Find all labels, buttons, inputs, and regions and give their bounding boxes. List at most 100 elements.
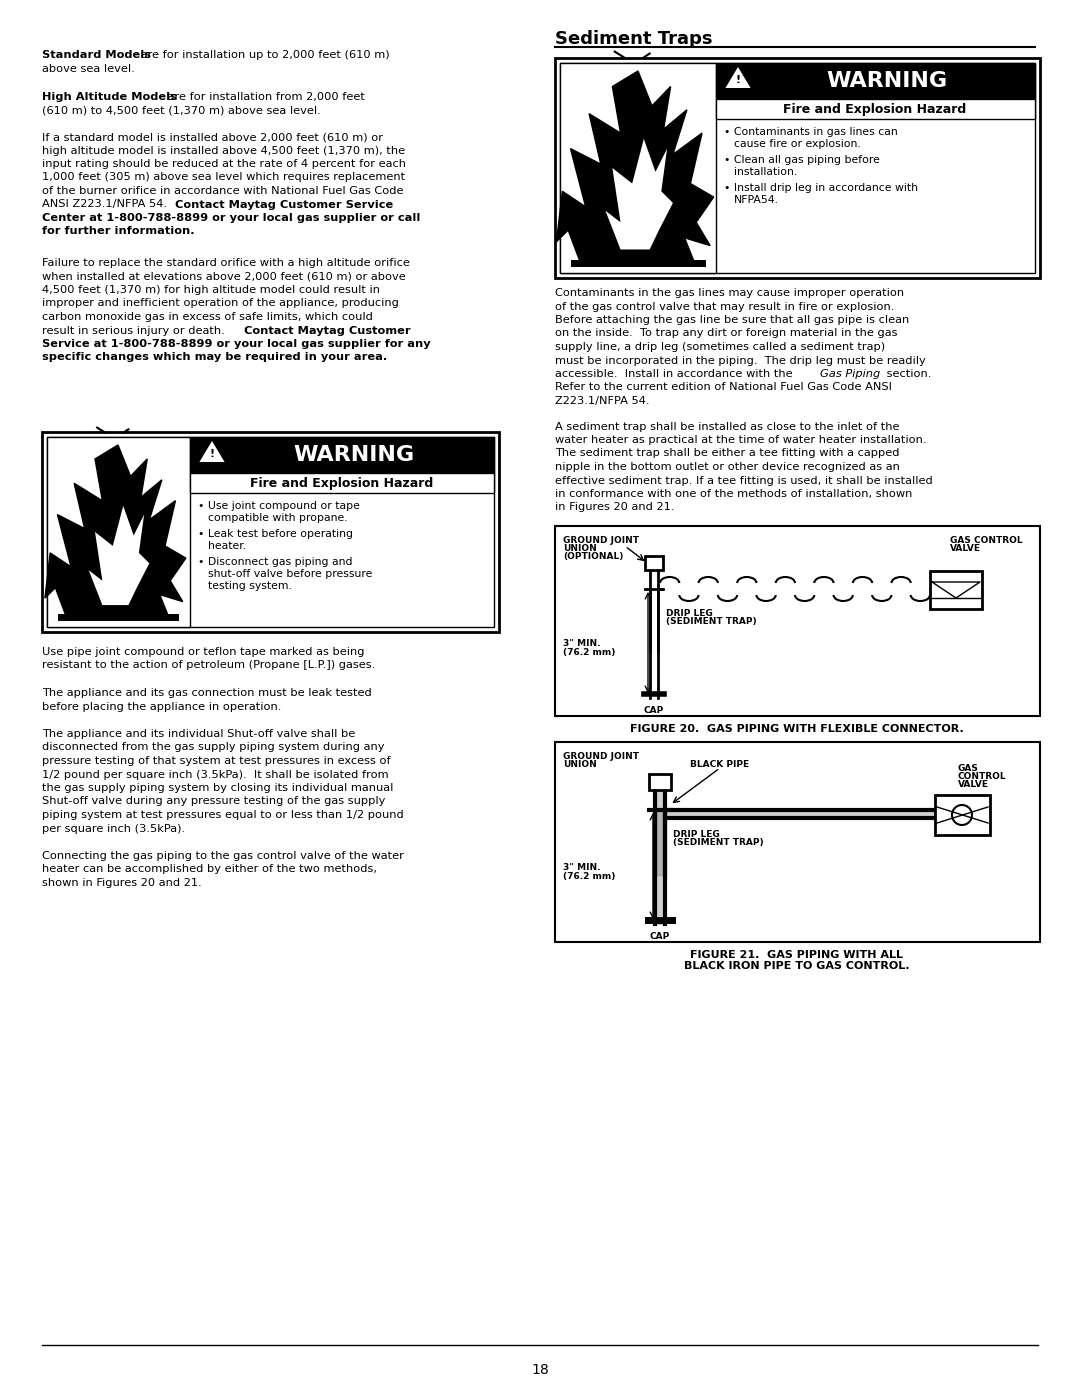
Bar [48, 437, 494, 627]
Bar [716, 63, 1035, 99]
Text: • Use joint compound or tape: • Use joint compound or tape [198, 502, 360, 511]
Text: for further information.: for further information. [42, 226, 194, 236]
Text: water heater as practical at the time of water heater installation.: water heater as practical at the time of… [555, 434, 927, 446]
Text: disconnected from the gas supply piping system during any: disconnected from the gas supply piping … [42, 742, 384, 753]
Polygon shape [89, 506, 149, 605]
Bar [190, 437, 494, 474]
Text: Refer to the current edition of National Fuel Gas Code ANSI: Refer to the current edition of National… [555, 383, 892, 393]
Text: (76.2 mm): (76.2 mm) [563, 872, 616, 882]
Text: Contact Maytag Customer: Contact Maytag Customer [244, 326, 410, 335]
Bar [561, 63, 716, 272]
Text: 18: 18 [531, 1363, 549, 1377]
Text: before placing the appliance in operation.: before placing the appliance in operatio… [42, 701, 282, 711]
Text: the gas supply piping system by closing its individual manual: the gas supply piping system by closing … [42, 782, 393, 793]
Text: resistant to the action of petroleum (Propane [L.P.]) gases.: resistant to the action of petroleum (Pr… [42, 661, 375, 671]
Bar [48, 437, 190, 627]
Text: (OPTIONAL): (OPTIONAL) [563, 552, 623, 562]
Text: heater can be accomplished by either of the two methods,: heater can be accomplished by either of … [42, 865, 377, 875]
Text: result in serious injury or death.: result in serious injury or death. [42, 326, 232, 335]
Text: when installed at elevations above 2,000 feet (610 m) or above: when installed at elevations above 2,000… [42, 271, 406, 282]
Text: • Disconnect gas piping and: • Disconnect gas piping and [198, 557, 352, 567]
Text: DRIP LEG: DRIP LEG [666, 609, 713, 617]
Polygon shape [606, 138, 673, 250]
Text: NFPA54.: NFPA54. [734, 196, 779, 205]
Text: Standard Models: Standard Models [42, 50, 151, 60]
Text: 4,500 feet (1,370 m) for high altitude model could result in: 4,500 feet (1,370 m) for high altitude m… [42, 285, 380, 295]
Text: of the burner orifice in accordance with National Fuel Gas Code: of the burner orifice in accordance with… [42, 186, 404, 196]
Text: If a standard model is installed above 2,000 feet (610 m) or: If a standard model is installed above 2… [42, 131, 383, 142]
Text: GROUND JOINT: GROUND JOINT [563, 752, 639, 761]
Text: CONTROL: CONTROL [958, 773, 1007, 781]
Text: WARNING: WARNING [294, 446, 415, 465]
Text: DRIP LEG: DRIP LEG [673, 830, 719, 840]
Bar [649, 774, 671, 789]
Text: improper and inefficient operation of the appliance, producing: improper and inefficient operation of th… [42, 299, 399, 309]
Text: (SEDIMENT TRAP): (SEDIMENT TRAP) [673, 838, 764, 847]
Text: GAS CONTROL: GAS CONTROL [950, 536, 1023, 545]
Text: !: ! [210, 448, 215, 460]
Bar [42, 432, 499, 631]
Text: The appliance and its gas connection must be leak tested: The appliance and its gas connection mus… [42, 687, 372, 698]
Text: The appliance and its individual Shut-off valve shall be: The appliance and its individual Shut-of… [42, 729, 355, 739]
Text: • Contaminants in gas lines can: • Contaminants in gas lines can [724, 127, 897, 137]
Bar [555, 742, 1040, 942]
Text: Service at 1-800-788-8899 or your local gas supplier for any: Service at 1-800-788-8899 or your local … [42, 339, 431, 349]
Bar [930, 571, 982, 609]
Text: pressure testing of that system at test pressures in excess of: pressure testing of that system at test … [42, 756, 391, 766]
Bar [555, 527, 1040, 717]
Text: cause fire or explosion.: cause fire or explosion. [734, 138, 861, 149]
Text: shut-off valve before pressure: shut-off valve before pressure [208, 569, 373, 578]
Polygon shape [726, 67, 751, 88]
Text: VALVE: VALVE [958, 780, 989, 789]
Text: VALVE: VALVE [950, 543, 981, 553]
Text: carbon monoxide gas in excess of safe limits, which could: carbon monoxide gas in excess of safe li… [42, 312, 373, 321]
Text: CAP: CAP [650, 932, 670, 942]
Text: supply line, a drip leg (sometimes called a sediment trap): supply line, a drip leg (sometimes calle… [555, 342, 886, 352]
Text: 3" MIN.: 3" MIN. [563, 638, 600, 647]
Text: on the inside.  To trap any dirt or foreign material in the gas: on the inside. To trap any dirt or forei… [555, 328, 897, 338]
Text: UNION: UNION [563, 543, 597, 553]
Text: A sediment trap shall be installed as close to the inlet of the: A sediment trap shall be installed as cl… [555, 422, 900, 432]
Text: are for installation up to 2,000 feet (610 m): are for installation up to 2,000 feet (6… [137, 50, 390, 60]
Polygon shape [556, 71, 714, 261]
Text: (610 m) to 4,500 feet (1,370 m) above sea level.: (610 m) to 4,500 feet (1,370 m) above se… [42, 106, 321, 116]
Text: testing system.: testing system. [208, 581, 292, 591]
Bar [555, 59, 1040, 278]
Text: piping system at test pressures equal to or less than 1/2 pound: piping system at test pressures equal to… [42, 810, 404, 820]
Text: Fire and Explosion Hazard: Fire and Explosion Hazard [251, 476, 434, 489]
Text: Shut-off valve during any pressure testing of the gas supply: Shut-off valve during any pressure testi… [42, 796, 386, 806]
Text: WARNING: WARNING [826, 71, 947, 91]
Text: Connecting the gas piping to the gas control valve of the water: Connecting the gas piping to the gas con… [42, 851, 404, 861]
Bar [935, 795, 990, 835]
Text: per square inch (3.5kPa).: per square inch (3.5kPa). [42, 823, 185, 834]
Bar [716, 99, 1035, 119]
Text: UNION: UNION [563, 760, 597, 768]
Text: above sea level.: above sea level. [42, 63, 135, 74]
Text: • Clean all gas piping before: • Clean all gas piping before [724, 155, 880, 165]
Bar [561, 63, 1035, 272]
Text: installation.: installation. [734, 168, 797, 177]
Bar [190, 474, 494, 493]
Text: !: ! [735, 75, 741, 85]
Text: Fire and Explosion Hazard: Fire and Explosion Hazard [783, 102, 967, 116]
Text: shown in Figures 20 and 21.: shown in Figures 20 and 21. [42, 877, 202, 888]
Text: ANSI Z223.1/NFPA 54.: ANSI Z223.1/NFPA 54. [42, 200, 174, 210]
Text: nipple in the bottom outlet or other device recognized as an: nipple in the bottom outlet or other dev… [555, 462, 900, 472]
Text: accessible.  Install in accordance with the: accessible. Install in accordance with t… [555, 369, 796, 379]
Text: Before attaching the gas line be sure that all gas pipe is clean: Before attaching the gas line be sure th… [555, 314, 909, 326]
Polygon shape [200, 441, 225, 462]
Text: in conformance with one of the methods of installation, shown: in conformance with one of the methods o… [555, 489, 913, 499]
Text: 3" MIN.: 3" MIN. [563, 863, 600, 872]
Circle shape [951, 805, 972, 826]
Text: of the gas control valve that may result in fire or explosion.: of the gas control valve that may result… [555, 302, 894, 312]
Text: 1/2 pound per square inch (3.5kPa).  It shall be isolated from: 1/2 pound per square inch (3.5kPa). It s… [42, 770, 389, 780]
Text: GROUND JOINT: GROUND JOINT [563, 536, 639, 545]
Text: CAP: CAP [644, 705, 664, 715]
Text: effective sediment trap. If a tee fitting is used, it shall be installed: effective sediment trap. If a tee fittin… [555, 475, 933, 486]
Text: Contact Maytag Customer Service: Contact Maytag Customer Service [175, 200, 393, 210]
Text: Gas Piping: Gas Piping [820, 369, 880, 379]
Text: heater.: heater. [208, 541, 246, 550]
Text: must be incorporated in the piping.  The drip leg must be readily: must be incorporated in the piping. The … [555, 355, 926, 366]
Text: Center at 1-800-788-8899 or your local gas supplier or call: Center at 1-800-788-8899 or your local g… [42, 212, 420, 224]
Text: Sediment Traps: Sediment Traps [555, 29, 713, 47]
